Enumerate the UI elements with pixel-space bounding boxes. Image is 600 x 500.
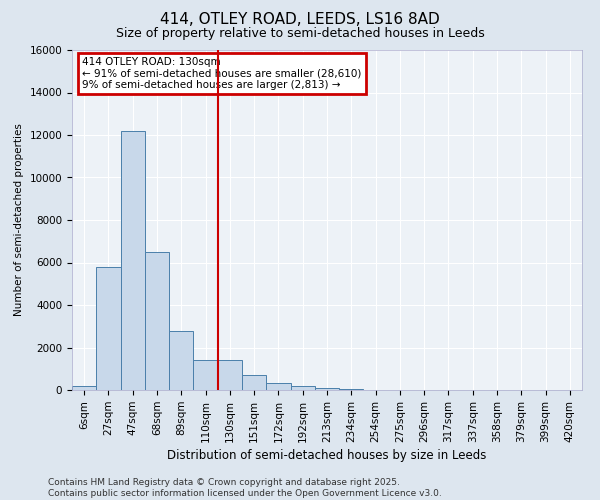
Bar bbox=[169, 330, 193, 390]
Text: 414, OTLEY ROAD, LEEDS, LS16 8AD: 414, OTLEY ROAD, LEEDS, LS16 8AD bbox=[160, 12, 440, 28]
Bar bbox=[266, 382, 290, 390]
Bar bbox=[145, 252, 169, 390]
Bar bbox=[242, 375, 266, 390]
Bar bbox=[218, 360, 242, 390]
Bar bbox=[193, 360, 218, 390]
Bar bbox=[121, 130, 145, 390]
Text: Size of property relative to semi-detached houses in Leeds: Size of property relative to semi-detach… bbox=[116, 28, 484, 40]
Text: Contains HM Land Registry data © Crown copyright and database right 2025.
Contai: Contains HM Land Registry data © Crown c… bbox=[48, 478, 442, 498]
Bar bbox=[96, 267, 121, 390]
X-axis label: Distribution of semi-detached houses by size in Leeds: Distribution of semi-detached houses by … bbox=[167, 449, 487, 462]
Bar bbox=[72, 386, 96, 390]
Bar bbox=[315, 388, 339, 390]
Y-axis label: Number of semi-detached properties: Number of semi-detached properties bbox=[14, 124, 24, 316]
Bar bbox=[290, 386, 315, 390]
Bar bbox=[339, 389, 364, 390]
Text: 414 OTLEY ROAD: 130sqm
← 91% of semi-detached houses are smaller (28,610)
9% of : 414 OTLEY ROAD: 130sqm ← 91% of semi-det… bbox=[82, 57, 362, 90]
